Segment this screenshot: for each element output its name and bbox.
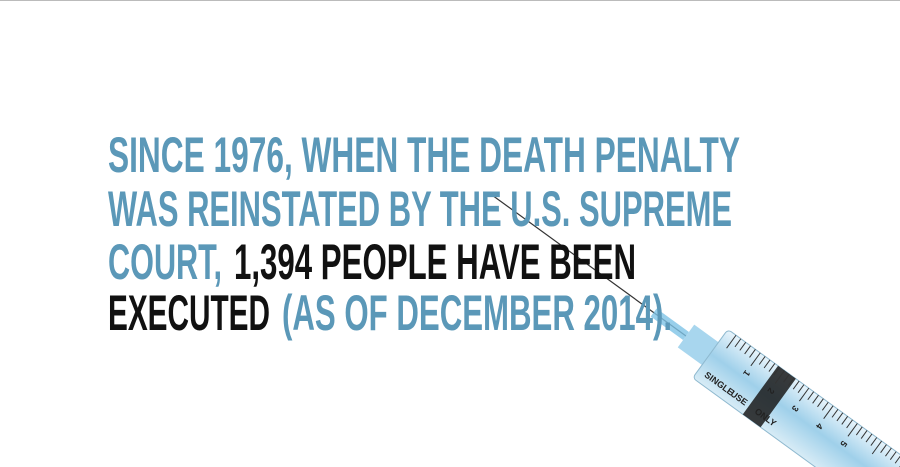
tick — [860, 430, 868, 439]
tick — [847, 423, 858, 437]
tick — [744, 345, 751, 355]
tick — [855, 426, 863, 436]
tick — [787, 377, 795, 386]
scale-number: 5 — [838, 439, 849, 449]
tick — [797, 384, 805, 393]
tick — [871, 440, 883, 455]
statement-text: COURT, — [108, 234, 222, 290]
tick — [880, 444, 887, 453]
tick — [885, 447, 892, 457]
tick — [750, 352, 761, 367]
tick — [773, 366, 781, 376]
tick — [817, 398, 824, 408]
plunger-seal — [742, 365, 796, 428]
tick — [821, 401, 829, 411]
tick — [763, 359, 771, 369]
tick — [758, 356, 766, 365]
tick — [774, 370, 785, 384]
tick — [889, 451, 897, 461]
needle — [487, 191, 687, 337]
tick — [768, 363, 776, 372]
tick — [807, 391, 815, 401]
tick — [836, 412, 844, 422]
tick — [783, 373, 790, 383]
statement-text: EXECUTED — [108, 285, 270, 341]
tick — [870, 437, 878, 446]
scale-number: 2 — [765, 386, 776, 396]
tick — [798, 387, 810, 402]
scale-number: 3 — [790, 404, 801, 414]
scale-number: 1 — [741, 368, 752, 378]
tick — [812, 394, 819, 404]
tick — [841, 416, 849, 425]
statement-text: SINCE 1976, WHEN THE DEATH PENALTY — [108, 127, 740, 183]
barrel — [693, 330, 900, 467]
tick — [865, 433, 873, 443]
hub — [677, 324, 719, 365]
tick — [734, 338, 742, 348]
needle-hub — [650, 308, 689, 341]
statement-text: WAS REINSTATED BY THE U.S. SUPREME — [108, 181, 732, 237]
tick — [823, 405, 834, 420]
scale-number: 4 — [814, 421, 825, 431]
tick — [749, 349, 756, 358]
tick — [846, 419, 853, 429]
tick — [739, 342, 747, 351]
tick — [726, 334, 737, 349]
statement-text: (AS OF DECEMBER 2014). — [282, 285, 672, 341]
statement-text: 1,394 PEOPLE HAVE BEEN — [234, 234, 636, 290]
tick — [894, 454, 900, 464]
tick — [831, 409, 839, 418]
tick — [792, 380, 800, 390]
